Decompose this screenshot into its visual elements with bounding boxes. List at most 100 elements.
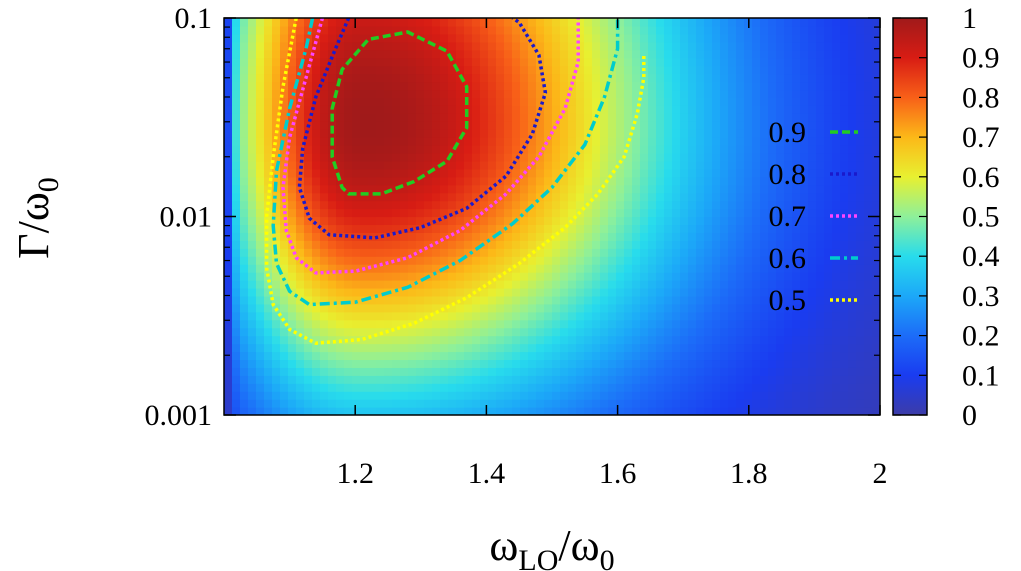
heatmap-cell <box>568 208 577 218</box>
heatmap-cell <box>424 73 433 83</box>
heatmap-cell <box>864 160 873 170</box>
heatmap-cell <box>504 25 513 35</box>
heatmap-cell <box>848 121 857 130</box>
heatmap-cell <box>736 399 745 408</box>
heatmap-cell <box>800 65 809 75</box>
heatmap-cell <box>800 97 809 106</box>
x-tick-label: 2 <box>873 457 888 490</box>
heatmap-cell <box>648 192 657 202</box>
heatmap-cell <box>296 327 305 337</box>
heatmap-cell <box>328 200 337 210</box>
heatmap-cell <box>720 168 729 178</box>
heatmap-cell <box>232 200 241 210</box>
heatmap-cell <box>480 391 489 400</box>
heatmap-cell <box>312 359 321 368</box>
heatmap-cell <box>656 248 665 257</box>
heatmap-cell <box>472 129 481 138</box>
heatmap-cell <box>432 351 441 361</box>
heatmap-cell <box>504 192 513 202</box>
heatmap-cell <box>424 65 433 75</box>
heatmap-cell <box>480 73 489 83</box>
heatmap-cell <box>264 33 273 43</box>
heatmap-cell <box>544 81 553 91</box>
heatmap-cell <box>240 97 249 106</box>
heatmap-cell <box>616 113 625 122</box>
heatmap-cell <box>528 319 537 329</box>
heatmap-cell <box>416 49 425 59</box>
heatmap-cell <box>520 184 529 194</box>
heatmap-cell <box>864 208 873 218</box>
heatmap-cell <box>824 168 833 178</box>
heatmap-cell <box>760 224 769 233</box>
heatmap-cell <box>608 280 617 289</box>
heatmap-cell <box>448 121 457 130</box>
heatmap-cell <box>224 89 233 98</box>
heatmap-cell <box>872 248 880 257</box>
heatmap-cell <box>448 41 457 51</box>
heatmap-cell <box>264 256 273 265</box>
heatmap-cell <box>520 327 529 337</box>
heatmap-cell <box>368 176 377 186</box>
heatmap-cell <box>360 97 369 106</box>
heatmap-cell <box>344 256 353 265</box>
heatmap-cell <box>504 33 513 43</box>
heatmap-cell <box>800 152 809 162</box>
heatmap-cell <box>248 359 257 368</box>
heatmap-cell <box>848 200 857 210</box>
heatmap-cell <box>384 375 393 384</box>
heatmap-cell <box>856 152 865 162</box>
heatmap-cell <box>480 176 489 186</box>
heatmap-cell <box>512 89 521 98</box>
heatmap-cell <box>512 168 521 178</box>
heatmap-cell <box>296 81 305 91</box>
heatmap-cell <box>520 57 529 67</box>
heatmap-cell <box>576 152 585 162</box>
heatmap-cell <box>624 303 633 313</box>
heatmap-cell <box>360 192 369 202</box>
heatmap-cell <box>712 335 721 345</box>
heatmap-cell <box>232 113 241 122</box>
heatmap-cell <box>360 65 369 75</box>
heatmap-cell <box>840 272 849 281</box>
heatmap-cell <box>872 335 880 345</box>
heatmap-cell <box>680 343 689 353</box>
heatmap-cell <box>720 256 729 265</box>
heatmap-cell <box>536 232 545 241</box>
heatmap-cell <box>320 152 329 162</box>
heatmap-cell <box>440 216 449 226</box>
heatmap-cell <box>288 383 297 392</box>
heatmap-cell <box>872 137 880 146</box>
heatmap-cell <box>376 240 385 249</box>
heatmap-cell <box>272 295 281 305</box>
heatmap-cell <box>616 33 625 43</box>
heatmap-cell <box>704 303 713 313</box>
heatmap-cell <box>488 208 497 218</box>
heatmap-cell <box>424 407 433 415</box>
heatmap-cell <box>456 121 465 130</box>
heatmap-cell <box>696 41 705 51</box>
heatmap-cell <box>472 89 481 98</box>
heatmap-cell <box>224 359 233 368</box>
heatmap-cell <box>840 89 849 98</box>
heatmap-cell <box>824 295 833 305</box>
heatmap-cell <box>488 105 497 114</box>
heatmap-cell <box>584 232 593 241</box>
heatmap-cell <box>264 160 273 170</box>
heatmap-cell <box>544 97 553 106</box>
heatmap-cell <box>616 89 625 98</box>
heatmap-cell <box>528 327 537 337</box>
heatmap-cell <box>232 73 241 83</box>
heatmap-cell <box>472 168 481 178</box>
heatmap-cell <box>784 200 793 210</box>
heatmap-cell <box>800 25 809 35</box>
heatmap-cell <box>344 319 353 329</box>
heatmap-cell <box>600 18 609 27</box>
heatmap-cell <box>704 160 713 170</box>
heatmap-cell <box>512 248 521 257</box>
heatmap-cell <box>744 73 753 83</box>
heatmap-cell <box>432 248 441 257</box>
heatmap-cell <box>264 391 273 400</box>
heatmap-cell <box>856 248 865 257</box>
heatmap-cell <box>400 311 409 321</box>
heatmap-cell <box>520 303 529 313</box>
